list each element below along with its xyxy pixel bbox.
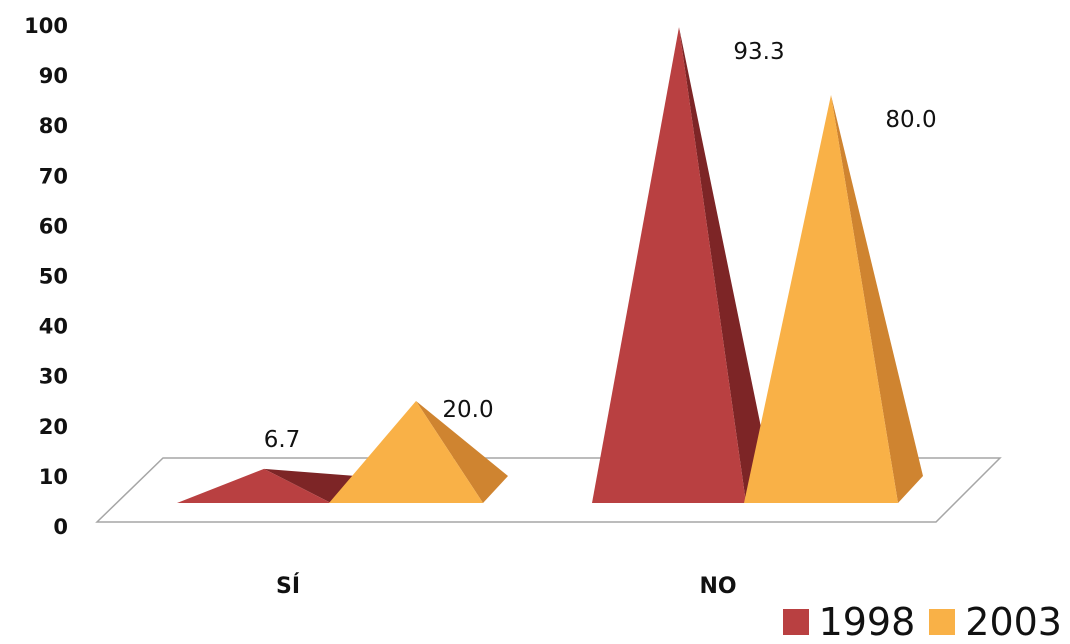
pyramid-front-face — [744, 95, 898, 503]
pyramid-front-face — [329, 401, 483, 503]
category-label: SÍ — [276, 573, 300, 599]
legend-item-1998: 1998 — [782, 600, 916, 644]
pyramid-2003-si — [329, 401, 508, 503]
data-label: 20.0 — [442, 397, 493, 423]
y-tick-label: 90 — [39, 64, 68, 88]
data-label: 80.0 — [885, 107, 936, 133]
y-tick-label: 10 — [39, 465, 68, 489]
category-label: NO — [699, 574, 736, 599]
legend: 1998 2003 — [782, 600, 1062, 644]
pyramid-side-face — [831, 95, 923, 503]
y-tick-label: 40 — [39, 315, 68, 339]
y-tick-label: 80 — [39, 114, 68, 138]
y-tick-label: 0 — [53, 515, 68, 539]
y-tick-label: 20 — [39, 415, 68, 439]
y-tick-label: 60 — [39, 214, 68, 238]
legend-item-2003: 2003 — [929, 602, 1062, 642]
legend-swatch-1998 — [782, 609, 809, 635]
legend-label-2003: 2003 — [965, 600, 1062, 644]
y-tick-label: 100 — [24, 14, 68, 38]
pyramid-side-face — [679, 27, 771, 503]
pyramid-2003-no — [744, 95, 923, 503]
legend-swatch-2003 — [929, 609, 956, 635]
pyramid-front-face — [592, 27, 746, 503]
data-label: 6.7 — [264, 427, 301, 453]
y-tick-label: 70 — [39, 164, 68, 188]
y-tick-label: 30 — [39, 365, 68, 389]
pyramid-1998-no — [592, 27, 771, 503]
y-tick-label: 50 — [39, 265, 68, 289]
pyramids — [177, 27, 923, 503]
y-axis: 0 10 20 30 40 50 60 70 80 90 100 — [24, 14, 68, 539]
data-labels: 6.7 93.3 20.0 80.0 — [264, 39, 937, 453]
pyramid-front-face — [177, 468, 331, 503]
data-label: 93.3 — [733, 39, 784, 65]
pyramid-side-face — [416, 401, 508, 503]
pyramid-1998-si — [177, 468, 356, 503]
pyramid-side-face — [264, 468, 356, 503]
legend-label-1998: 1998 — [818, 600, 916, 644]
category-labels: SÍ NO — [276, 573, 737, 599]
